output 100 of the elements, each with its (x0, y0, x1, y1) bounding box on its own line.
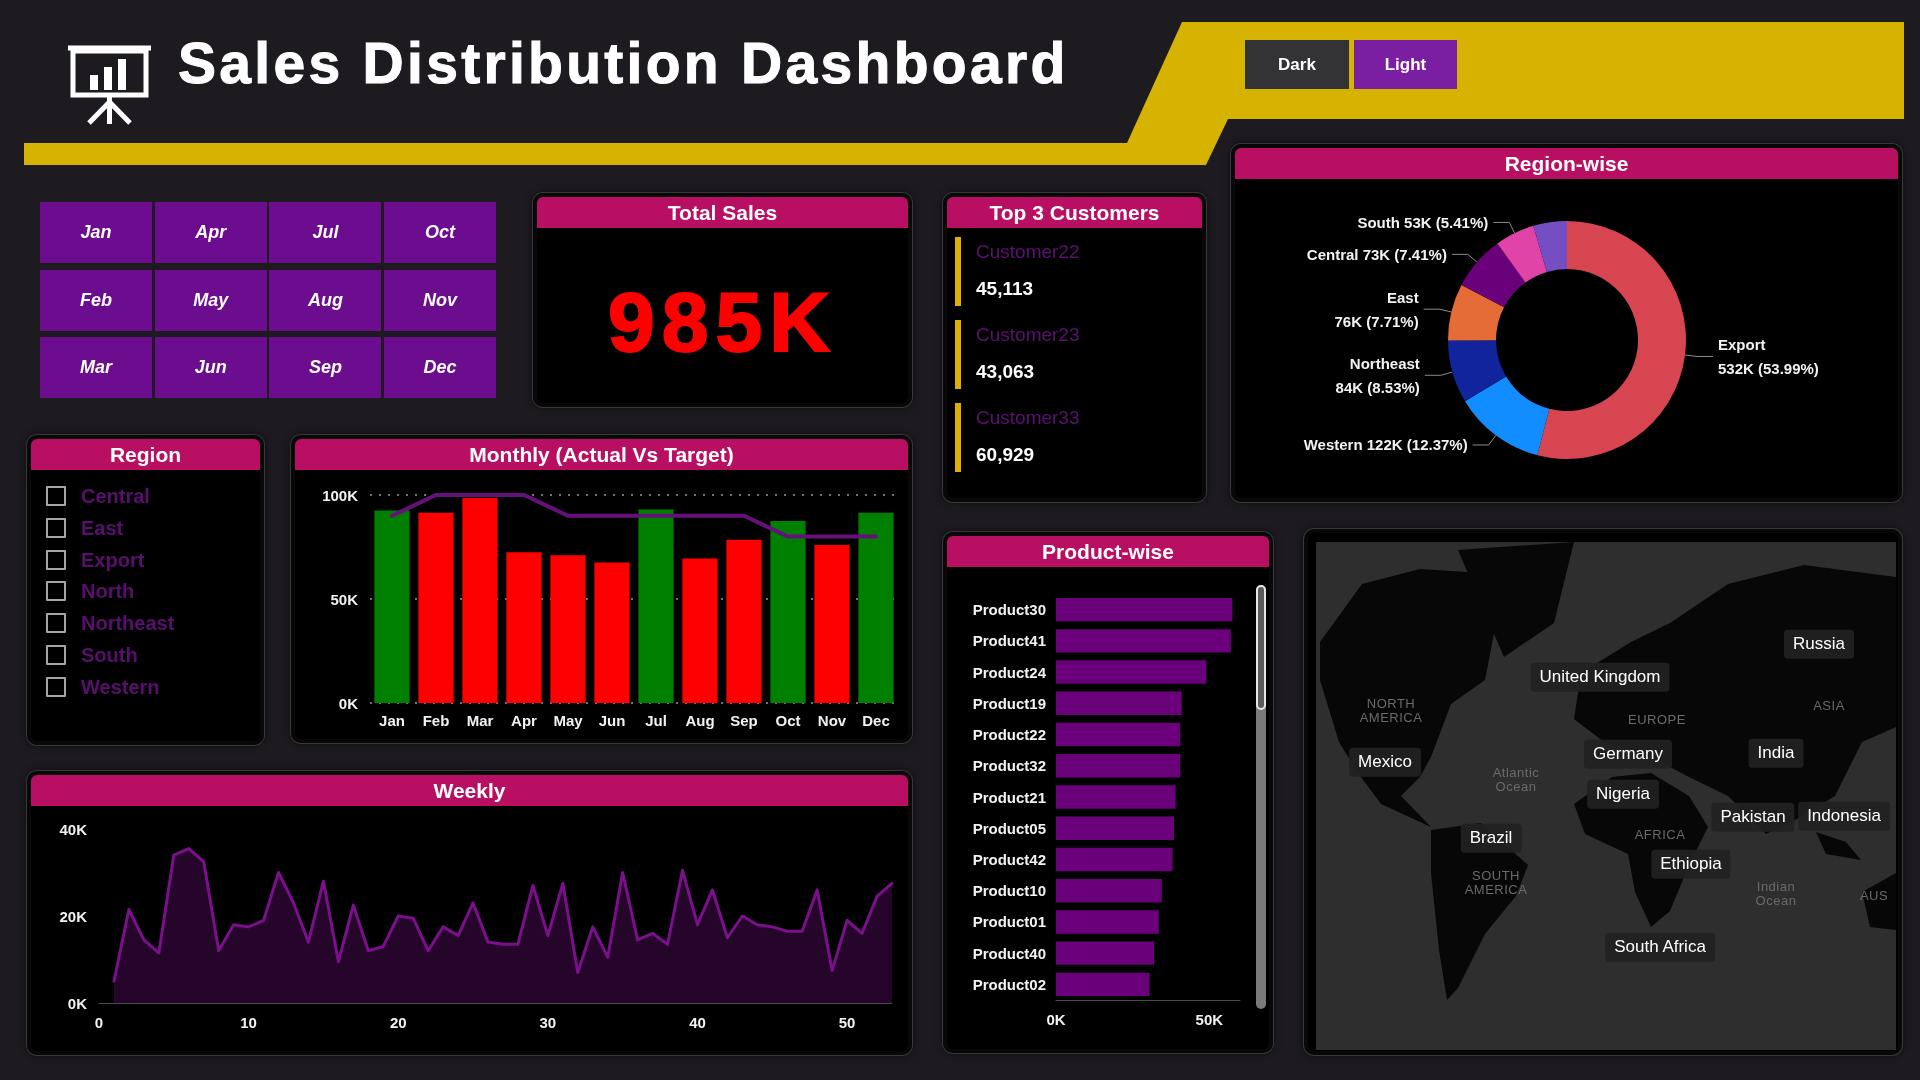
bar (550, 555, 586, 703)
bar (418, 512, 454, 703)
chart-title: Monthly (Actual Vs Target) (469, 442, 734, 467)
x-tick-label: 0K (1046, 1011, 1066, 1028)
bar (1056, 629, 1231, 653)
bar (1056, 941, 1155, 965)
bar (638, 509, 674, 703)
text: Indian Ocean (1754, 878, 1798, 909)
y-tick-label: Product32 (972, 757, 1046, 775)
slice-label: South 53K (5.41%) (1357, 213, 1489, 231)
month-button: Jan (40, 202, 152, 263)
month-button: May (154, 269, 267, 331)
bar (1056, 754, 1181, 778)
x-tick-label: Sep (730, 712, 758, 729)
x-tick-label: Apr (511, 712, 538, 729)
text: Top 3 Customers (989, 200, 1160, 225)
x-tick-label: 0 (94, 1014, 104, 1031)
text: Germany (1584, 739, 1672, 769)
x-tick-label: Feb (422, 712, 450, 729)
bar (1056, 597, 1233, 622)
text: Russia (1784, 629, 1854, 659)
y-tick-label: Product24 (972, 663, 1047, 681)
text: Western (81, 674, 160, 699)
y-tick-label: Product02 (972, 975, 1046, 993)
text: South Africa (1605, 932, 1715, 962)
x-tick-label: 30 (539, 1014, 557, 1031)
month-button: Apr (154, 202, 267, 263)
slice-label: Central 73K (7.41%) (1306, 245, 1447, 263)
text: 43,063 (976, 361, 1035, 384)
y-tick-label: Product30 (972, 601, 1046, 619)
x-tick-label: May (553, 712, 584, 729)
y-tick-label: 50K (330, 590, 359, 608)
text: Sales Distribution Dashboard (178, 31, 1069, 95)
x-tick-label: Dec (862, 712, 890, 729)
y-tick-label: 40K (59, 820, 88, 838)
y-tick-label: 0K (67, 994, 88, 1012)
text: AFRICA (1634, 826, 1686, 843)
x-tick-label: Jul (645, 712, 667, 729)
month-button: Dec (384, 337, 497, 398)
y-tick-label: Product21 (972, 788, 1046, 806)
bar (814, 544, 850, 703)
bar (1056, 816, 1175, 840)
bar (1056, 972, 1150, 997)
x-tick-label: Aug (685, 712, 715, 729)
x-tick-label: Mar (466, 712, 494, 729)
slice-label: East (1386, 288, 1419, 306)
text: AUS (1859, 887, 1889, 904)
text: Export (81, 547, 145, 572)
text: North (81, 579, 135, 604)
text: Atlantic Ocean (1491, 764, 1541, 795)
x-tick-label: 40 (689, 1014, 706, 1031)
month-button: Mar (40, 337, 152, 398)
bar (1056, 691, 1182, 716)
text: Central (81, 484, 150, 508)
text: EUROPE (1628, 711, 1686, 728)
month-button: Feb (40, 269, 152, 331)
text: South (81, 643, 138, 667)
month-button: Jul (269, 202, 382, 263)
x-tick-label: Nov (817, 712, 847, 729)
theme-button: Dark (1245, 40, 1349, 89)
text: United Kingdom (1530, 662, 1670, 692)
bar (594, 562, 630, 703)
y-tick-label: 0K (338, 694, 359, 712)
text: Nigeria (1587, 779, 1659, 809)
month-button: Nov (384, 269, 497, 331)
y-tick-label: Product19 (972, 694, 1046, 712)
text: Total Sales (667, 200, 778, 225)
bar (726, 539, 762, 703)
bar (1056, 910, 1159, 934)
y-tick-label: Product40 (972, 944, 1046, 962)
data-label: 532K (53.99%) (1717, 359, 1819, 377)
x-tick-label: 50 (838, 1014, 856, 1031)
y-tick-label: Product01 (972, 913, 1046, 931)
chart-title: Region-wise (1504, 151, 1629, 176)
bar (374, 510, 410, 703)
x-tick-label: 50K (1195, 1011, 1224, 1028)
text: SOUTH AMERICA (1463, 867, 1529, 898)
bar (858, 512, 894, 703)
data-label: 84K (8.53%) (1335, 378, 1420, 396)
bar (770, 521, 806, 703)
bar (1056, 878, 1162, 903)
bar (682, 558, 718, 703)
x-tick-label: Jun (598, 712, 626, 729)
bar (1056, 847, 1173, 872)
y-tick-label: Product42 (972, 850, 1046, 868)
text: Brazil (1460, 823, 1522, 853)
text: Customer33 (976, 407, 1080, 430)
y-tick-label: Product22 (972, 726, 1046, 744)
data-label: 76K (7.71%) (1334, 312, 1419, 330)
x-tick-label: Jan (379, 712, 405, 729)
text: Mexico (1349, 747, 1421, 777)
text: Customer22 (976, 241, 1080, 264)
slice-label: Western 122K (12.37%) (1303, 436, 1468, 454)
text: Northeast (81, 611, 175, 636)
month-button: Oct (384, 202, 497, 263)
text: ASIA (1813, 697, 1845, 714)
slice-label: Northeast (1349, 354, 1420, 372)
text: India (1748, 738, 1804, 768)
text: Customer23 (976, 324, 1080, 347)
month-button: Jun (154, 337, 267, 398)
